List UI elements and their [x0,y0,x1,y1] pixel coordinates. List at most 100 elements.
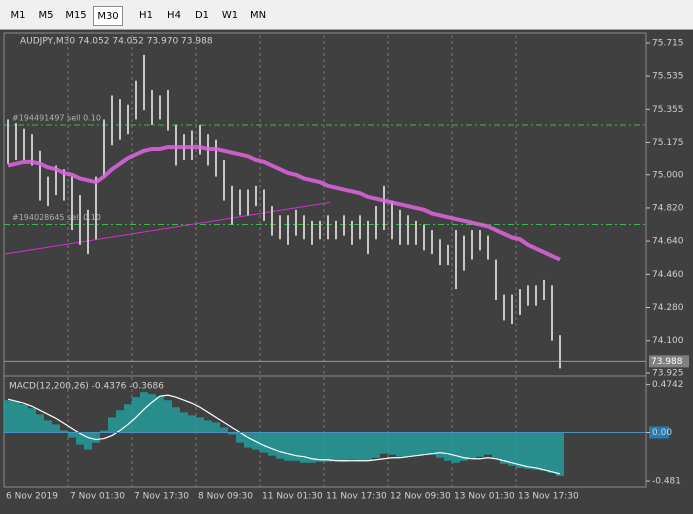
x-tick-label: 11 Nov 17:30 [326,492,387,502]
macd-bar [500,432,508,464]
macd-bar [484,432,492,455]
macd-bar [380,432,388,454]
macd-bar [196,417,204,433]
macd-bar [516,432,524,468]
macd-bar [60,430,68,433]
macd-bar [268,432,276,456]
macd-zero-tag [649,426,669,439]
macd-bar [436,432,444,458]
timeframe-button[interactable]: D1 [194,10,210,21]
timeframe-button[interactable]: M15 [65,10,87,21]
order-label: #194028645 sell 0.10 [12,213,101,222]
trendline [4,201,331,255]
macd-bar [132,397,140,433]
macd-bar [420,432,428,455]
macd-bar [4,400,12,433]
chart-header: AUDJPY,M30 74.052 74.052 73.970 73.988 [20,37,213,47]
macd-bar [84,432,92,450]
last-price-tag [649,355,689,368]
macd-bar [428,432,436,455]
macd-y-tick-label: 0.00 [652,428,672,438]
chart: AUDJPY,M30 74.052 74.052 73.970 73.988 M… [0,30,693,514]
macd-bar [220,427,228,433]
y-tick-label: 75.535 [652,72,684,82]
y-tick-label: 75.715 [652,38,684,48]
macd-bar [140,392,148,433]
macd-bar [28,408,36,433]
macd-bar [300,432,308,463]
macd-bar [124,404,132,433]
macd-bar [508,432,516,466]
macd-bar [388,432,396,455]
y-tick-label: 74.460 [652,270,684,280]
y-tick-label: 74.280 [652,303,684,313]
macd-y-tick-label: -0.481 [652,477,681,487]
macd-bar [244,432,252,448]
order-label: #194491497 sell 0.10 [12,113,101,122]
macd-bar [156,396,164,433]
x-tick-label: 7 Nov 01:30 [70,492,125,502]
macd-bar [212,422,220,433]
macd-bar [476,432,484,457]
y-tick-label: 74.640 [652,237,684,247]
macd-bar [548,432,556,473]
x-tick-label: 8 Nov 09:30 [198,492,253,502]
macd-bar [284,432,292,461]
y-tick-label: 74.100 [652,336,684,346]
x-tick-label: 7 Nov 17:30 [134,492,189,502]
macd-bar [308,432,316,463]
macd-bar [188,415,196,433]
timeframe-button[interactable]: M30 [93,6,123,26]
macd-bar [44,420,52,433]
macd-bar [68,432,76,438]
timeframe-button[interactable]: W1 [221,10,239,21]
macd-bar [12,401,20,433]
macd-bar [404,432,412,457]
macd-bar [348,432,356,460]
macd-y-tick-label: 0.4742 [652,380,684,390]
x-tick-label: 11 Nov 01:30 [262,492,323,502]
timeframe-button[interactable]: M5 [38,10,54,21]
macd-bar [452,432,460,463]
timeframe-button[interactable]: MN [249,10,267,21]
macd-bar [396,432,404,457]
macd-bar [316,432,324,462]
timeframe-button[interactable]: H1 [139,10,153,21]
macd-bar [36,414,44,433]
last-price-label: 73.988 [651,357,683,367]
macd-bar [412,432,420,456]
y-tick-label: 75.355 [652,105,684,115]
macd-bar [204,420,212,433]
y-tick-label: 75.000 [652,170,684,180]
macd-bar [148,394,156,433]
macd-bar [20,404,28,433]
macd-bar [524,432,532,469]
y-tick-label: 73.925 [652,368,684,378]
timeframe-toolbar: M1 M5 M15 M30 H1 H4 D1 W1 MN [0,0,693,30]
macd-bar [540,432,548,471]
macd-bar [108,417,116,433]
x-tick-label: 12 Nov 09:30 [390,492,451,502]
macd-bar [492,432,500,459]
macd-bar [364,432,372,461]
macd-bar [228,432,236,435]
macd-bar [180,412,188,433]
macd-bar [236,432,244,443]
macd-signal [7,394,561,475]
macd-bar [356,432,364,461]
timeframe-button[interactable]: H4 [167,10,181,21]
macd-bar [164,400,172,433]
x-tick-label: 6 Nov 2019 [6,492,58,502]
macd-bar [372,432,380,458]
macd-bar [340,432,348,462]
macd-bar [100,430,108,433]
macd-bar [76,432,84,445]
timeframe-button[interactable]: M1 [10,10,26,21]
macd-bar [292,432,300,461]
macd-bar [532,432,540,470]
y-tick-label: 74.820 [652,203,684,213]
macd-bar [276,432,284,459]
macd-bar [172,407,180,433]
y-tick-label: 75.175 [652,138,684,148]
